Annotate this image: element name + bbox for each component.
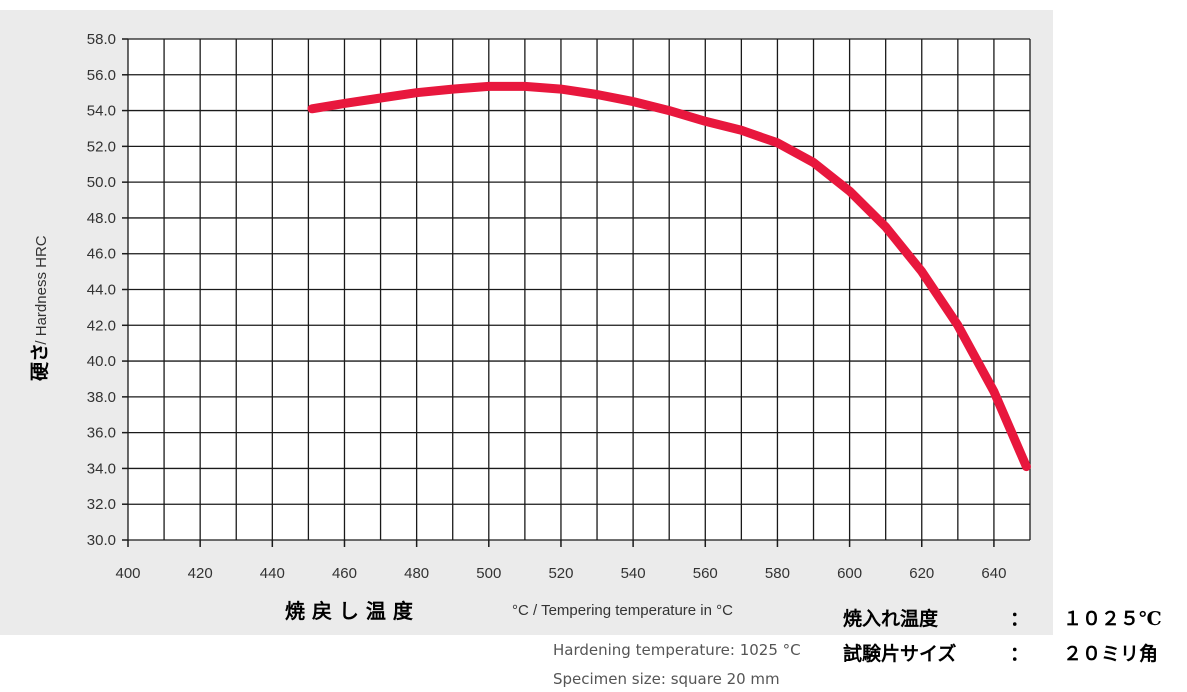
x-tick-label: 640 (981, 565, 1006, 582)
y-tick-label: 44.0 (87, 282, 116, 299)
x-tick-label: 540 (621, 565, 646, 582)
y-tick-label: 38.0 (87, 389, 116, 406)
y-tick-label: 52.0 (87, 138, 116, 155)
x-tick-label: 580 (765, 565, 790, 582)
y-tick-label: 40.0 (87, 353, 116, 370)
x-tick-label: 440 (260, 565, 285, 582)
y-tick-label: 46.0 (87, 246, 116, 263)
series (307, 81, 1031, 472)
x-tick-label: 460 (332, 565, 357, 582)
y-tick-label: 42.0 (87, 317, 116, 334)
x-tick-label: 420 (188, 565, 213, 582)
x-tick-label: 520 (548, 565, 573, 582)
hardening-note-en: Hardening temperature: 1025 °C (553, 641, 801, 659)
x-tick-labels: 400 420 440 460 480 500 520 540 560 580 600 620 640 (115, 565, 1006, 582)
y-tick-label: 36.0 (87, 425, 116, 442)
y-tick-label: 34.0 (87, 460, 116, 477)
grid (122, 38, 1031, 547)
y-tick-label: 58.0 (87, 31, 116, 48)
x-tick-label: 560 (693, 565, 718, 582)
y-tick-label: 56.0 (87, 67, 116, 84)
hardening-jp-label: 焼入れ温度 (843, 608, 939, 630)
y-tick-label: 30.0 (87, 532, 116, 549)
y-tick-label: 54.0 (87, 103, 116, 120)
specimen-jp-sep: ： (1010, 643, 1030, 665)
hardness-series-line (307, 81, 1031, 472)
x-tick-label: 620 (909, 565, 934, 582)
hardening-jp-sep: ： (1010, 608, 1030, 630)
x-tick-label: 600 (837, 565, 862, 582)
y-axis-label-en: / Hardness HRC (33, 235, 50, 344)
y-tick-labels: 30.0 32.0 34.0 36.0 38.0 40.0 42.0 44.0 46.0 48.0… (87, 31, 116, 549)
specimen-note-en: Specimen size: square 20 mm (553, 670, 780, 688)
specimen-jp-value: ２０ミリ角 (1063, 643, 1159, 665)
y-tick-label: 48.0 (87, 210, 116, 227)
x-axis-label-jp: 焼 戻 し 温 度 (285, 599, 414, 623)
x-tick-label: 500 (476, 565, 501, 582)
x-tick-label: 480 (404, 565, 429, 582)
specimen-jp-label: 試験片サイズ (843, 643, 957, 665)
hardening-jp-value: １０２５℃ (1063, 608, 1162, 630)
y-tick-label: 50.0 (87, 174, 116, 191)
x-tick-label: 400 (115, 565, 140, 582)
x-axis-label-en: °C / Tempering temperature in °C (512, 602, 733, 619)
y-axis-label-jp: 硬さ (29, 343, 51, 381)
y-tick-label: 32.0 (87, 496, 116, 513)
